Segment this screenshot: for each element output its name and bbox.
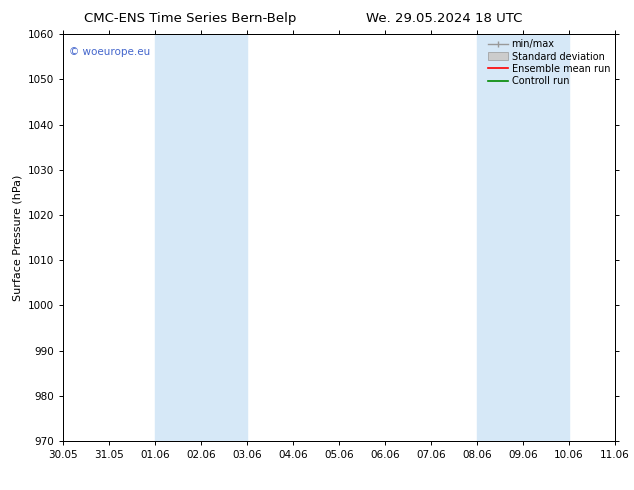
Y-axis label: Surface Pressure (hPa): Surface Pressure (hPa): [13, 174, 23, 301]
Legend: min/max, Standard deviation, Ensemble mean run, Controll run: min/max, Standard deviation, Ensemble me…: [486, 37, 612, 88]
Bar: [477, 34, 569, 441]
Text: CMC-ENS Time Series Bern-Belp: CMC-ENS Time Series Bern-Belp: [84, 12, 296, 25]
Text: © woeurope.eu: © woeurope.eu: [69, 47, 150, 56]
Bar: [155, 34, 247, 441]
Text: We. 29.05.2024 18 UTC: We. 29.05.2024 18 UTC: [366, 12, 522, 25]
